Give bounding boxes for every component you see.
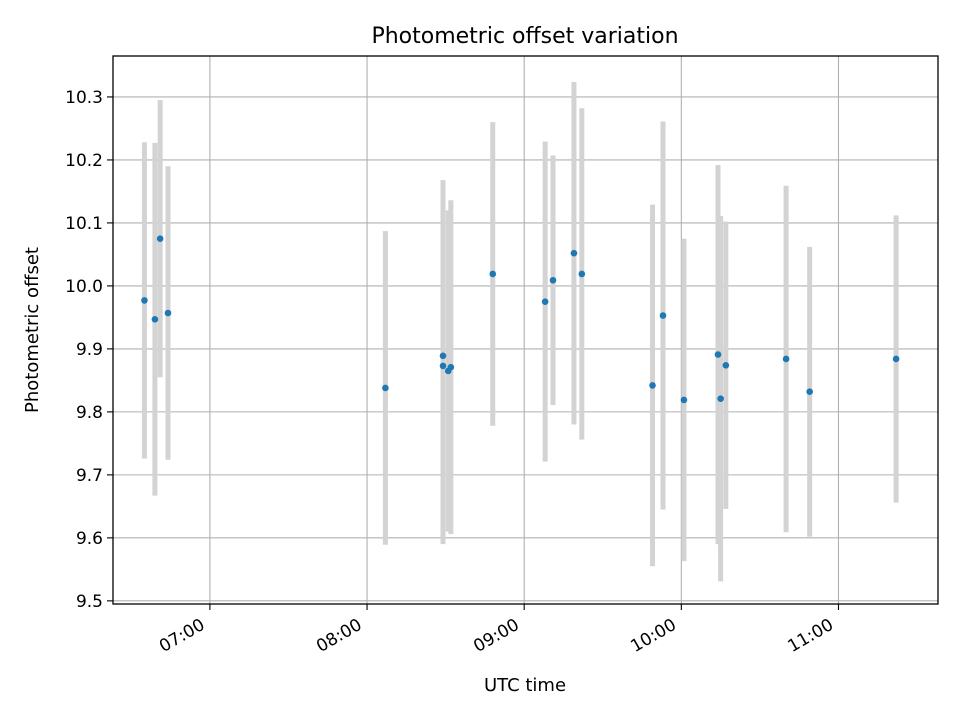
grid-lines (113, 56, 938, 604)
chart-title: Photometric offset variation (371, 24, 678, 49)
data-point (570, 249, 578, 257)
y-tick-label: 10.2 (65, 151, 103, 171)
data-point (489, 270, 497, 278)
data-point (578, 270, 586, 278)
y-tick-label: 10.0 (65, 277, 103, 297)
data-point (541, 298, 549, 305)
y-tick-label: 10.1 (65, 214, 103, 234)
data-point (722, 361, 730, 369)
data-point (164, 309, 172, 317)
y-tick-label: 10.3 (65, 88, 103, 108)
data-point (141, 297, 148, 304)
data-point (382, 384, 389, 392)
data-point (549, 276, 557, 284)
y-tick-label: 9.8 (76, 403, 103, 423)
y-axis-ticks: 9.5 9.6 9.7 9.8 9.9 10.0 10.1 10.2 10.3 (65, 88, 113, 612)
y-tick-label: 9.5 (76, 592, 103, 612)
y-tick-label: 9.6 (76, 529, 103, 549)
data-markers (141, 235, 900, 404)
data-point (717, 395, 724, 402)
data-point (659, 312, 667, 319)
data-point (892, 355, 900, 363)
data-point (447, 363, 455, 371)
data-point (714, 351, 722, 358)
data-point (649, 382, 656, 389)
y-axis-label: Photometric offset (22, 247, 43, 413)
data-point (439, 362, 447, 370)
data-point (680, 396, 688, 404)
x-axis-label: UTC time (484, 675, 566, 696)
plot-frame (112, 55, 939, 605)
data-point (806, 388, 813, 396)
data-point (151, 315, 159, 323)
data-point (439, 352, 447, 360)
data-point (782, 355, 790, 363)
y-tick-label: 9.7 (76, 466, 103, 486)
data-point (156, 235, 164, 242)
y-tick-label: 9.9 (76, 340, 103, 360)
